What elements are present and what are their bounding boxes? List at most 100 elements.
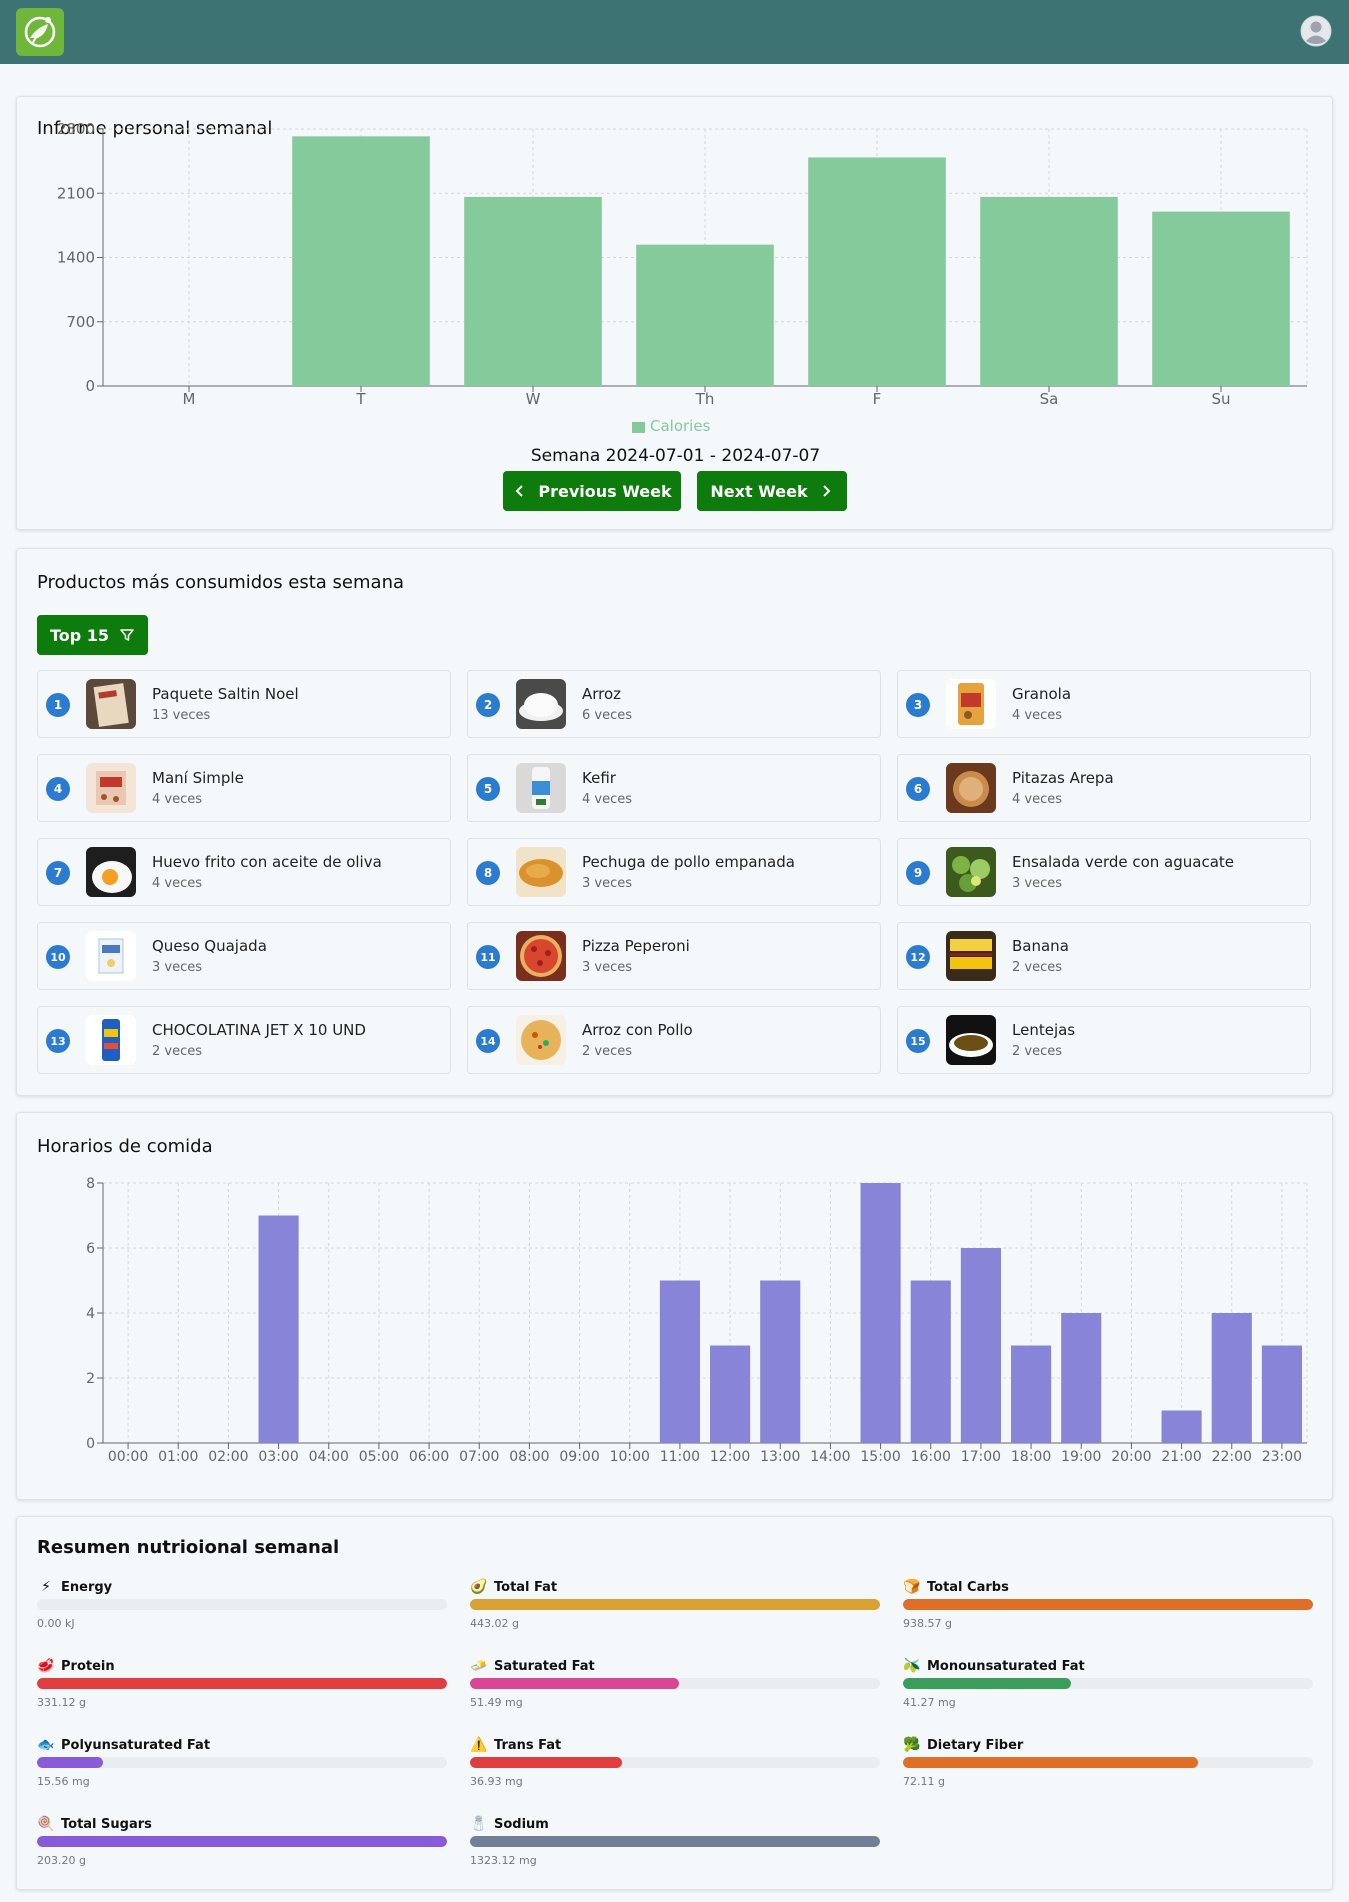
product-thumbnail <box>516 763 566 813</box>
chevron-left-icon <box>515 485 524 497</box>
product-count: 4 veces <box>1012 708 1063 723</box>
bar <box>910 1280 951 1443</box>
x-tick-label: 20:00 <box>1111 1449 1151 1465</box>
weekly-report-title: Informe personal semanal <box>37 118 273 139</box>
product-thumbnail <box>86 763 136 813</box>
x-tick-label: W <box>526 390 541 408</box>
product-rank-badge: 2 <box>476 693 500 717</box>
x-tick-label: 03:00 <box>258 1449 298 1465</box>
nutrient-value: 41.27 mg <box>903 1696 956 1709</box>
bar <box>1061 1313 1102 1443</box>
previous-week-button[interactable]: Previous Week <box>503 471 681 511</box>
nutrient-progress-bar <box>37 1836 447 1847</box>
x-tick-label: 01:00 <box>158 1449 198 1465</box>
nutrient-progress-bar <box>903 1678 1313 1689</box>
bar <box>464 196 602 386</box>
x-tick-label: 07:00 <box>459 1449 499 1465</box>
product-item[interactable]: 3 Granola 4 veces <box>897 670 1311 738</box>
product-item[interactable]: 8 Pechuga de pollo empanada 3 veces <box>467 838 881 906</box>
product-rank-badge: 5 <box>476 777 500 801</box>
week-range-label: Semana 2024-07-01 - 2024-07-07 <box>530 446 821 466</box>
product-item[interactable]: 14 Arroz con Pollo 2 veces <box>467 1006 881 1074</box>
product-thumbnail <box>86 931 136 981</box>
nutrient-label: 🐟 Polyunsaturated Fat <box>37 1737 210 1753</box>
legend-label: Calories <box>650 417 711 435</box>
product-item[interactable]: 11 Pizza Peperoni 3 veces <box>467 922 881 990</box>
chevron-right-icon <box>822 485 831 497</box>
nutrient-progress-fill <box>903 1757 1199 1768</box>
product-item[interactable]: 10 Queso Quajada 3 veces <box>37 922 451 990</box>
nutrient-progress-fill <box>470 1757 622 1768</box>
product-count: 2 veces <box>1012 1044 1063 1059</box>
bar <box>1161 1410 1202 1443</box>
product-item[interactable]: 12 Banana 2 veces <box>897 922 1311 990</box>
x-tick-label: 13:00 <box>760 1449 800 1465</box>
product-rank-badge: 3 <box>906 693 930 717</box>
nutrient-item: 🐟 Polyunsaturated Fat 15.56 mg <box>37 1737 447 1797</box>
nutrient-value: 15.56 mg <box>37 1775 90 1788</box>
x-tick-label: 17:00 <box>961 1449 1001 1465</box>
product-rank-badge: 14 <box>476 1029 500 1053</box>
nutrient-name: Protein <box>61 1658 115 1674</box>
product-count: 4 veces <box>152 792 203 807</box>
product-name: Arroz <box>582 685 622 703</box>
nutrient-icon: 🐟 <box>37 1737 55 1753</box>
product-thumbnail <box>946 931 996 981</box>
weekly-report-card: Informe personal semanal 0 700 1400 2100 280… <box>16 96 1333 530</box>
product-item[interactable]: 1 Paquete Saltin Noel 13 veces <box>37 670 451 738</box>
product-rank-badge: 8 <box>476 861 500 885</box>
product-item[interactable]: 13 CHOCOLATINA JET X 10 UND 2 veces <box>37 1006 451 1074</box>
product-thumbnail <box>946 679 996 729</box>
bar <box>960 1248 1001 1443</box>
nutrient-name: Energy <box>61 1579 113 1595</box>
nutrient-label: 🧈 Saturated Fat <box>470 1658 594 1674</box>
product-count: 3 veces <box>582 876 633 891</box>
product-name: Huevo frito con aceite de oliva <box>152 853 382 871</box>
app-logo-icon[interactable] <box>16 8 64 56</box>
nutrient-label: 🍞 Total Carbs <box>903 1579 1009 1595</box>
product-count: 2 veces <box>152 1044 203 1059</box>
nutrient-icon: ⚡ <box>41 1579 51 1595</box>
nutrient-progress-fill <box>470 1836 880 1847</box>
user-avatar-icon[interactable] <box>1300 15 1332 47</box>
nutrient-icon: 🧂 <box>470 1816 488 1832</box>
product-rank-badge: 1 <box>46 693 70 717</box>
x-tick-label: M <box>183 390 196 408</box>
nutrient-item: 🥦 Dietary Fiber 72.11 g <box>903 1737 1313 1797</box>
next-week-button[interactable]: Next Week <box>697 471 847 511</box>
product-item[interactable]: 15 Lentejas 2 veces <box>897 1006 1311 1074</box>
bar <box>760 1280 801 1443</box>
nutrient-progress-bar <box>903 1599 1313 1610</box>
product-count: 4 veces <box>152 876 203 891</box>
meal-times-title: Horarios de comida <box>37 1136 213 1157</box>
top-filter-button[interactable]: Top 15 <box>37 615 148 655</box>
product-item[interactable]: 6 Pitazas Arepa 4 veces <box>897 754 1311 822</box>
product-name: CHOCOLATINA JET X 10 UND <box>152 1021 366 1039</box>
y-tick-label: 700 <box>66 313 95 331</box>
meal-times-bar-chart: 0 2 4 6 8 00:00 01:00 02:00 03:00 04:00 05:00 06:00… <box>86 1176 1308 1465</box>
x-tick-label: 05:00 <box>359 1449 399 1465</box>
product-thumbnail <box>516 679 566 729</box>
x-tick-label: 12:00 <box>710 1449 750 1465</box>
nutrient-name: Total Carbs <box>927 1579 1009 1595</box>
bar <box>1261 1345 1302 1443</box>
product-item[interactable]: 9 Ensalada verde con aguacate 3 veces <box>897 838 1311 906</box>
product-item[interactable]: 5 Kefir 4 veces <box>467 754 881 822</box>
product-name: Kefir <box>582 769 616 787</box>
x-tick-label: Su <box>1211 390 1230 408</box>
product-item[interactable]: 7 Huevo frito con aceite de oliva 4 veces <box>37 838 451 906</box>
product-item[interactable]: 2 Arroz 6 veces <box>467 670 881 738</box>
product-name: Banana <box>1012 937 1069 955</box>
product-count: 3 veces <box>152 960 203 975</box>
nutrient-item: 🥑 Total Fat 443.02 g <box>470 1579 880 1639</box>
x-tick-label: 02:00 <box>208 1449 248 1465</box>
y-tick-label: 8 <box>86 1176 95 1192</box>
nutrient-name: Sodium <box>494 1816 549 1832</box>
product-item[interactable]: 4 Maní Simple 4 veces <box>37 754 451 822</box>
nutrient-name: Total Sugars <box>61 1816 152 1832</box>
product-count: 2 veces <box>1012 960 1063 975</box>
product-count: 13 veces <box>152 708 211 723</box>
nutrient-name: Total Fat <box>494 1579 558 1595</box>
nutrient-value: 1323.12 mg <box>470 1854 537 1867</box>
product-rank-badge: 6 <box>906 777 930 801</box>
